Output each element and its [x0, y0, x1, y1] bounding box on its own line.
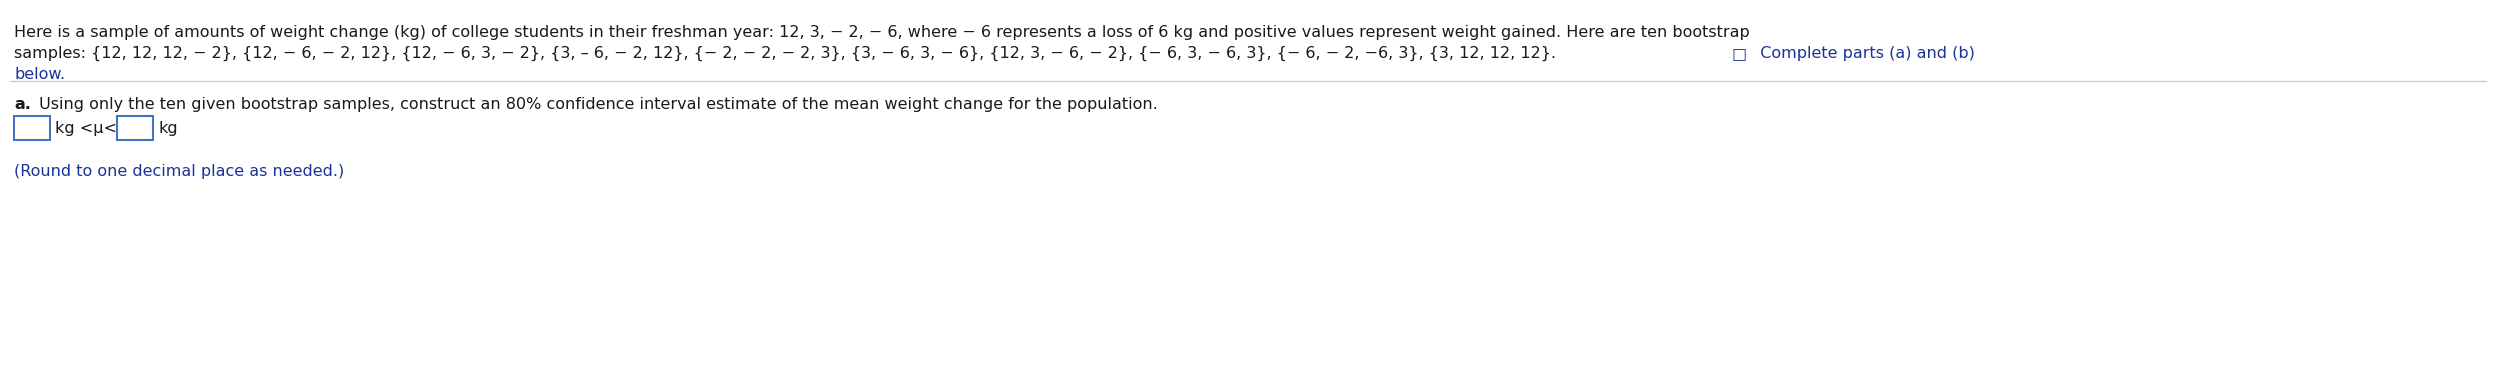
Text: kg: kg [157, 121, 177, 135]
Text: below.: below. [15, 67, 65, 82]
FancyBboxPatch shape [15, 116, 50, 140]
Text: Using only the ten given bootstrap samples, construct an 80% confidence interval: Using only the ten given bootstrap sampl… [35, 97, 1158, 112]
Text: samples: {12, 12, 12, − 2}, {12, − 6, − 2, 12}, {12, − 6, 3, − 2}, {3, – 6, − 2,: samples: {12, 12, 12, − 2}, {12, − 6, − … [15, 46, 1555, 61]
Text: Complete parts (a) and (b): Complete parts (a) and (b) [1750, 46, 1974, 61]
Text: (Round to one decimal place as needed.): (Round to one decimal place as needed.) [15, 164, 344, 179]
Text: a.: a. [15, 97, 30, 112]
Text: Here is a sample of amounts of weight change (kg) of college students in their f: Here is a sample of amounts of weight ch… [15, 25, 1750, 40]
FancyBboxPatch shape [117, 116, 152, 140]
Text: □: □ [1732, 46, 1747, 61]
Text: kg <μ<: kg <μ< [55, 121, 117, 135]
